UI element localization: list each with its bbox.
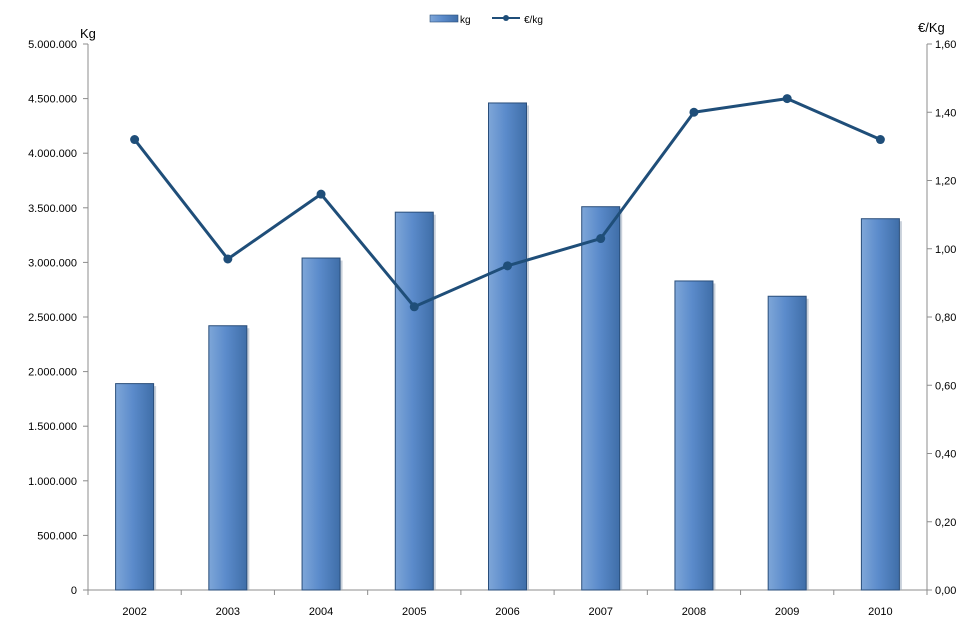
x-tick-label: 2004: [309, 606, 333, 618]
legend-label-kg: kg: [460, 15, 471, 26]
y-tick-label: 3.500.000: [28, 203, 77, 215]
price-point: [689, 107, 699, 117]
bar-body: [301, 257, 341, 591]
bar: [301, 257, 343, 591]
y2-axis-title: €/Kg: [918, 20, 945, 35]
bar-body: [115, 383, 155, 591]
bar: [394, 211, 436, 591]
x-tick-label: 2005: [402, 606, 426, 618]
y2-tick-label: 0,40: [935, 449, 956, 461]
y2-tick-label: 0,80: [935, 312, 956, 324]
bar: [115, 383, 157, 591]
y-tick-label: 3.000.000: [28, 257, 77, 269]
bar-body: [767, 295, 807, 591]
x-tick-label: 2007: [588, 606, 612, 618]
legend: kg €/kg: [429, 14, 543, 26]
y2-tick-label: 1,20: [935, 176, 956, 188]
bar: [208, 325, 250, 591]
price-point: [596, 234, 606, 244]
y2-tick-label: 1,60: [935, 39, 956, 51]
x-tick-label: 2003: [216, 606, 240, 618]
bar-body: [394, 211, 434, 591]
plot-area: 0 500.000 1.000.000 1.500.000 2.000.000 2.500…: [28, 39, 956, 618]
x-tick-label: 2006: [495, 606, 519, 618]
price-point: [503, 261, 512, 271]
y2-tick-label: 0,60: [935, 380, 956, 392]
price-point: [223, 254, 233, 264]
bar: [674, 280, 716, 591]
y-tick-label: 1.000.000: [28, 476, 77, 488]
x-tick-label: 2010: [868, 606, 892, 618]
y-tick-label: 500.000: [37, 530, 77, 542]
y-axis-title: Kg: [80, 26, 96, 41]
price-point: [316, 189, 326, 199]
bar-body: [581, 206, 621, 591]
y2-tick-label: 1,40: [935, 107, 956, 119]
x-tick-label: 2008: [682, 606, 706, 618]
bar: [767, 295, 809, 591]
price-point: [782, 94, 792, 104]
y-tick-label: 4.500.000: [28, 94, 77, 106]
y2-tick-label: 0,00: [935, 585, 956, 597]
bar: [860, 218, 902, 591]
y-tick-label: 2.500.000: [28, 312, 77, 324]
y-tick-label: 5.000.000: [28, 39, 77, 51]
y-tick-label: 1.500.000: [28, 421, 77, 433]
y-tick-label: 4.000.000: [28, 148, 77, 160]
legend-swatch-marker: [503, 15, 509, 21]
bar-body: [488, 102, 527, 591]
price-point: [875, 135, 885, 145]
price-point: [409, 302, 419, 312]
bar-body: [860, 218, 900, 591]
price-point: [130, 135, 140, 145]
y2-tick-label: 1,00: [935, 244, 956, 256]
bar: [488, 102, 529, 591]
bar-body: [674, 280, 714, 591]
x-tick-label: 2009: [775, 606, 799, 618]
bar-body: [208, 325, 248, 591]
bar: [581, 206, 623, 591]
legend-swatch-kg: [429, 14, 459, 23]
y2-tick-label: 0,20: [935, 517, 956, 529]
legend-label-price: €/kg: [524, 15, 543, 26]
y-tick-label: 0: [71, 585, 77, 597]
y-tick-label: 2.000.000: [28, 367, 77, 379]
x-tick-label: 2002: [122, 606, 146, 618]
